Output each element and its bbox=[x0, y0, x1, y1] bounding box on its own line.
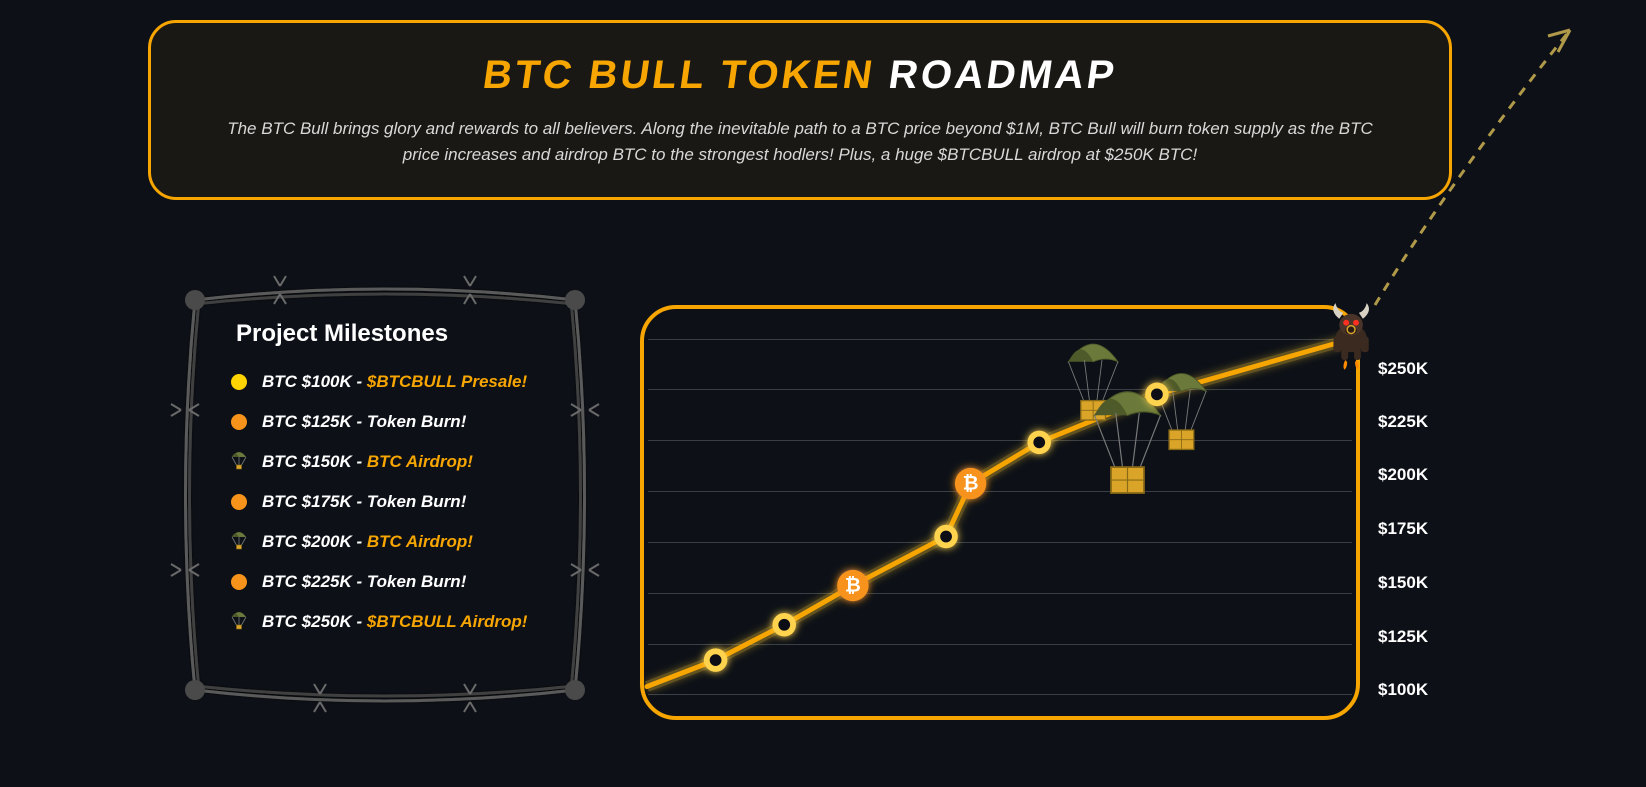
parachute-icon bbox=[230, 450, 248, 475]
svg-text:₿: ₿ bbox=[963, 472, 979, 494]
milestone-action: BTC Airdrop! bbox=[367, 452, 473, 471]
milestone-text: BTC $175K - bbox=[262, 492, 367, 511]
roadmap-chart: ₿ ₿ bbox=[640, 305, 1360, 720]
roadmap-header-card: BTC BULL TOKEN ROADMAP The BTC Bull brin… bbox=[148, 20, 1452, 200]
milestone-text: BTC $200K - bbox=[262, 532, 367, 551]
chart-node-ring bbox=[934, 525, 958, 549]
axis-label: $200K bbox=[1378, 465, 1428, 485]
chart-node-ring bbox=[1145, 383, 1169, 407]
parachute-icon bbox=[230, 610, 248, 635]
milestone-text: BTC $125K - bbox=[262, 412, 367, 431]
milestone-action: BTC Airdrop! bbox=[367, 532, 473, 551]
milestone-action: Token Burn! bbox=[367, 412, 466, 431]
milestone-text: BTC $250K - bbox=[262, 612, 367, 631]
axis-label: $175K bbox=[1378, 519, 1428, 539]
burn-dot-icon bbox=[231, 494, 247, 510]
chart-node-ring bbox=[1027, 431, 1051, 455]
milestone-action: Token Burn! bbox=[367, 492, 466, 511]
chart-line bbox=[647, 338, 1353, 686]
axis-label: $150K bbox=[1378, 573, 1428, 593]
chart-node-btc: ₿ bbox=[955, 468, 986, 499]
axis-label: $125K bbox=[1378, 627, 1428, 647]
milestone-action: Token Burn! bbox=[367, 572, 466, 591]
milestone-action: $BTCBULL Airdrop! bbox=[367, 612, 528, 631]
chart-node-ring bbox=[704, 648, 728, 672]
chart-node-ring bbox=[772, 613, 796, 637]
axis-label: $100K bbox=[1378, 680, 1428, 700]
milestone-dot-icon bbox=[231, 374, 247, 390]
page-title: BTC BULL TOKEN ROADMAP bbox=[208, 53, 1392, 98]
burn-dot-icon bbox=[231, 414, 247, 430]
bull-character-icon bbox=[1333, 303, 1369, 370]
milestone-text: BTC $225K - bbox=[262, 572, 367, 591]
chart-axis-labels: $250K $225K $200K $175K $150K $125K $100K bbox=[1378, 305, 1478, 720]
milestone-action: $BTCBULL Presale! bbox=[367, 372, 527, 391]
milestone-item: BTC $150K - BTC Airdrop! bbox=[230, 452, 570, 472]
parachute-icon bbox=[1095, 392, 1161, 493]
milestone-item: BTC $250K - $BTCBULL Airdrop! bbox=[230, 612, 570, 632]
milestones-panel: Project Milestones BTC $100K - $BTCBULL … bbox=[170, 270, 600, 720]
parachute-icon bbox=[1157, 374, 1206, 450]
burn-dot-icon bbox=[231, 574, 247, 590]
axis-label: $225K bbox=[1378, 412, 1428, 432]
milestone-item: BTC $125K - Token Burn! bbox=[230, 412, 570, 432]
milestone-text: BTC $150K - bbox=[262, 452, 367, 471]
milestone-item: BTC $100K - $BTCBULL Presale! bbox=[230, 372, 570, 392]
axis-label: $250K bbox=[1378, 359, 1428, 379]
svg-text:₿: ₿ bbox=[845, 574, 861, 596]
chart-svg: ₿ ₿ bbox=[644, 309, 1356, 716]
header-description: The BTC Bull brings glory and rewards to… bbox=[225, 116, 1375, 169]
title-white: ROADMAP bbox=[886, 53, 1120, 97]
title-gold: BTC BULL TOKEN bbox=[480, 53, 878, 97]
milestones-heading: Project Milestones bbox=[236, 320, 570, 348]
milestone-text: BTC $100K - bbox=[262, 372, 367, 391]
chart-node-btc: ₿ bbox=[837, 570, 868, 601]
parachute-icon bbox=[230, 530, 248, 555]
milestone-item: BTC $175K - Token Burn! bbox=[230, 492, 570, 512]
milestone-item: BTC $225K - Token Burn! bbox=[230, 572, 570, 592]
milestones-list: BTC $100K - $BTCBULL Presale! BTC $125K … bbox=[230, 372, 570, 632]
milestone-item: BTC $200K - BTC Airdrop! bbox=[230, 532, 570, 552]
